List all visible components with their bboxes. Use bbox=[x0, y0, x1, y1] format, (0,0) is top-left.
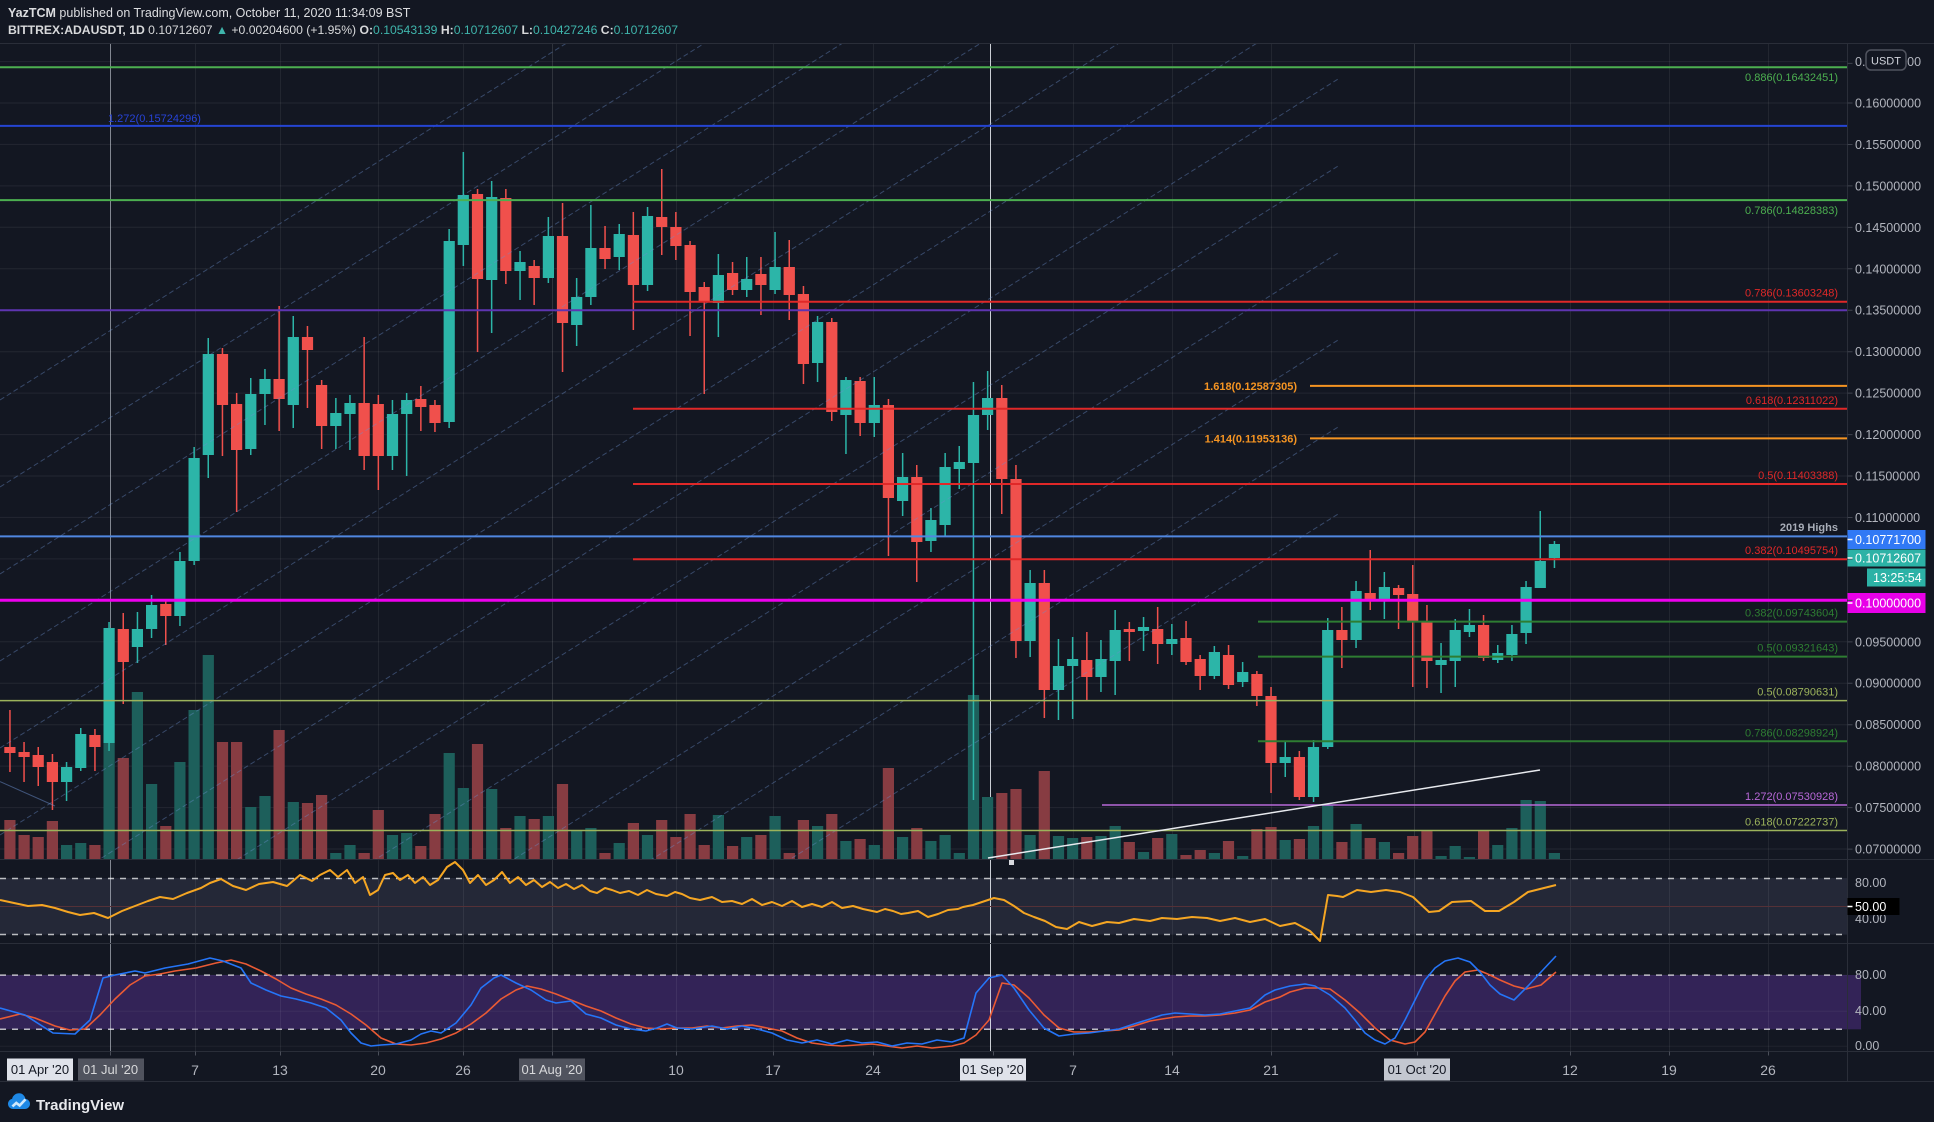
svg-text:13:25:54: 13:25:54 bbox=[1873, 571, 1922, 585]
svg-text:0.10000000: 0.10000000 bbox=[1855, 597, 1921, 611]
svg-text:0.10771700: 0.10771700 bbox=[1855, 533, 1921, 547]
svg-text:01 Oct '20: 01 Oct '20 bbox=[1388, 1062, 1447, 1077]
svg-text:13: 13 bbox=[272, 1062, 288, 1078]
svg-text:7: 7 bbox=[1069, 1062, 1077, 1078]
svg-text:80.00: 80.00 bbox=[1855, 876, 1886, 890]
svg-text:0.07500000: 0.07500000 bbox=[1855, 801, 1921, 815]
svg-text:20: 20 bbox=[370, 1062, 386, 1078]
svg-text:0.786(0.14828383): 0.786(0.14828383) bbox=[1745, 205, 1838, 217]
svg-text:21: 21 bbox=[1263, 1062, 1279, 1078]
svg-text:0.382(0.09743604): 0.382(0.09743604) bbox=[1745, 608, 1838, 620]
svg-text:26: 26 bbox=[455, 1062, 471, 1078]
svg-text:0.13500000: 0.13500000 bbox=[1855, 304, 1921, 318]
svg-text:0.11000000: 0.11000000 bbox=[1855, 511, 1920, 525]
svg-text:17: 17 bbox=[765, 1062, 781, 1078]
svg-text:1.272(0.07530928): 1.272(0.07530928) bbox=[1745, 791, 1838, 803]
svg-text:0.15500000: 0.15500000 bbox=[1855, 138, 1921, 152]
svg-text:0.886(0.16432451): 0.886(0.16432451) bbox=[1745, 72, 1838, 84]
svg-text:50.00: 50.00 bbox=[1855, 900, 1886, 914]
svg-text:0.618(0.07222737): 0.618(0.07222737) bbox=[1745, 817, 1838, 829]
svg-text:0.13000000: 0.13000000 bbox=[1855, 345, 1921, 359]
svg-text:0.5(0.11403388): 0.5(0.11403388) bbox=[1758, 470, 1838, 482]
svg-text:01 Sep '20: 01 Sep '20 bbox=[962, 1062, 1024, 1077]
svg-text:0.08000000: 0.08000000 bbox=[1855, 760, 1921, 774]
svg-text:0.382(0.10495754): 0.382(0.10495754) bbox=[1745, 545, 1838, 557]
svg-text:0.14500000: 0.14500000 bbox=[1855, 221, 1921, 235]
svg-text:1.414(0.11953136): 1.414(0.11953136) bbox=[1205, 433, 1298, 445]
svg-text:0.09500000: 0.09500000 bbox=[1855, 635, 1921, 649]
svg-text:0.14000000: 0.14000000 bbox=[1855, 262, 1921, 276]
svg-text:01 Jul '20: 01 Jul '20 bbox=[83, 1062, 138, 1077]
svg-text:24: 24 bbox=[865, 1062, 881, 1078]
svg-text:40.00: 40.00 bbox=[1855, 912, 1886, 926]
svg-text:14: 14 bbox=[1164, 1062, 1180, 1078]
svg-text:0.786(0.13603248): 0.786(0.13603248) bbox=[1745, 288, 1838, 300]
svg-text:26: 26 bbox=[1760, 1062, 1776, 1078]
svg-text:0.15000000: 0.15000000 bbox=[1855, 179, 1921, 193]
svg-text:0.12500000: 0.12500000 bbox=[1855, 387, 1921, 401]
svg-text:0.11500000: 0.11500000 bbox=[1855, 470, 1920, 484]
svg-text:10: 10 bbox=[668, 1062, 684, 1078]
svg-text:TradingView: TradingView bbox=[36, 1097, 124, 1114]
svg-text:40.00: 40.00 bbox=[1855, 1004, 1886, 1018]
svg-text:12: 12 bbox=[1562, 1062, 1578, 1078]
svg-text:USDT: USDT bbox=[1871, 56, 1901, 68]
svg-text:01 Apr '20: 01 Apr '20 bbox=[11, 1062, 69, 1077]
svg-text:0.00: 0.00 bbox=[1855, 1039, 1879, 1053]
svg-text:01 Aug '20: 01 Aug '20 bbox=[521, 1062, 582, 1077]
svg-text:0.618(0.12311022): 0.618(0.12311022) bbox=[1746, 395, 1838, 407]
svg-text:BITTREX:ADAUSDT, 1D 0.1071260: BITTREX:ADAUSDT, 1D 0.10712607 ▲ +0.0020… bbox=[8, 23, 678, 37]
svg-text:0.08500000: 0.08500000 bbox=[1855, 718, 1921, 732]
svg-text:0.786(0.08298924): 0.786(0.08298924) bbox=[1745, 727, 1838, 739]
svg-text:0.07000000: 0.07000000 bbox=[1855, 843, 1921, 857]
svg-text:0.16000000: 0.16000000 bbox=[1855, 97, 1921, 111]
svg-text:7: 7 bbox=[191, 1062, 199, 1078]
svg-text:19: 19 bbox=[1661, 1062, 1677, 1078]
svg-text:1.618(0.12587305): 1.618(0.12587305) bbox=[1204, 381, 1297, 393]
svg-text:0.5(0.09321643): 0.5(0.09321643) bbox=[1757, 643, 1838, 655]
svg-text:0.12000000: 0.12000000 bbox=[1855, 428, 1921, 442]
svg-text:0.10712607: 0.10712607 bbox=[1855, 552, 1921, 566]
svg-text:YazTCM published on TradingVie: YazTCM published on TradingView.com, Oct… bbox=[8, 6, 411, 20]
svg-text:1.272(0.15724296): 1.272(0.15724296) bbox=[108, 113, 201, 125]
svg-text:2019 Highs: 2019 Highs bbox=[1780, 522, 1838, 534]
svg-text:0.09000000: 0.09000000 bbox=[1855, 677, 1921, 691]
svg-text:80.00: 80.00 bbox=[1855, 968, 1886, 982]
svg-text:0.5(0.08790631): 0.5(0.08790631) bbox=[1757, 687, 1838, 699]
